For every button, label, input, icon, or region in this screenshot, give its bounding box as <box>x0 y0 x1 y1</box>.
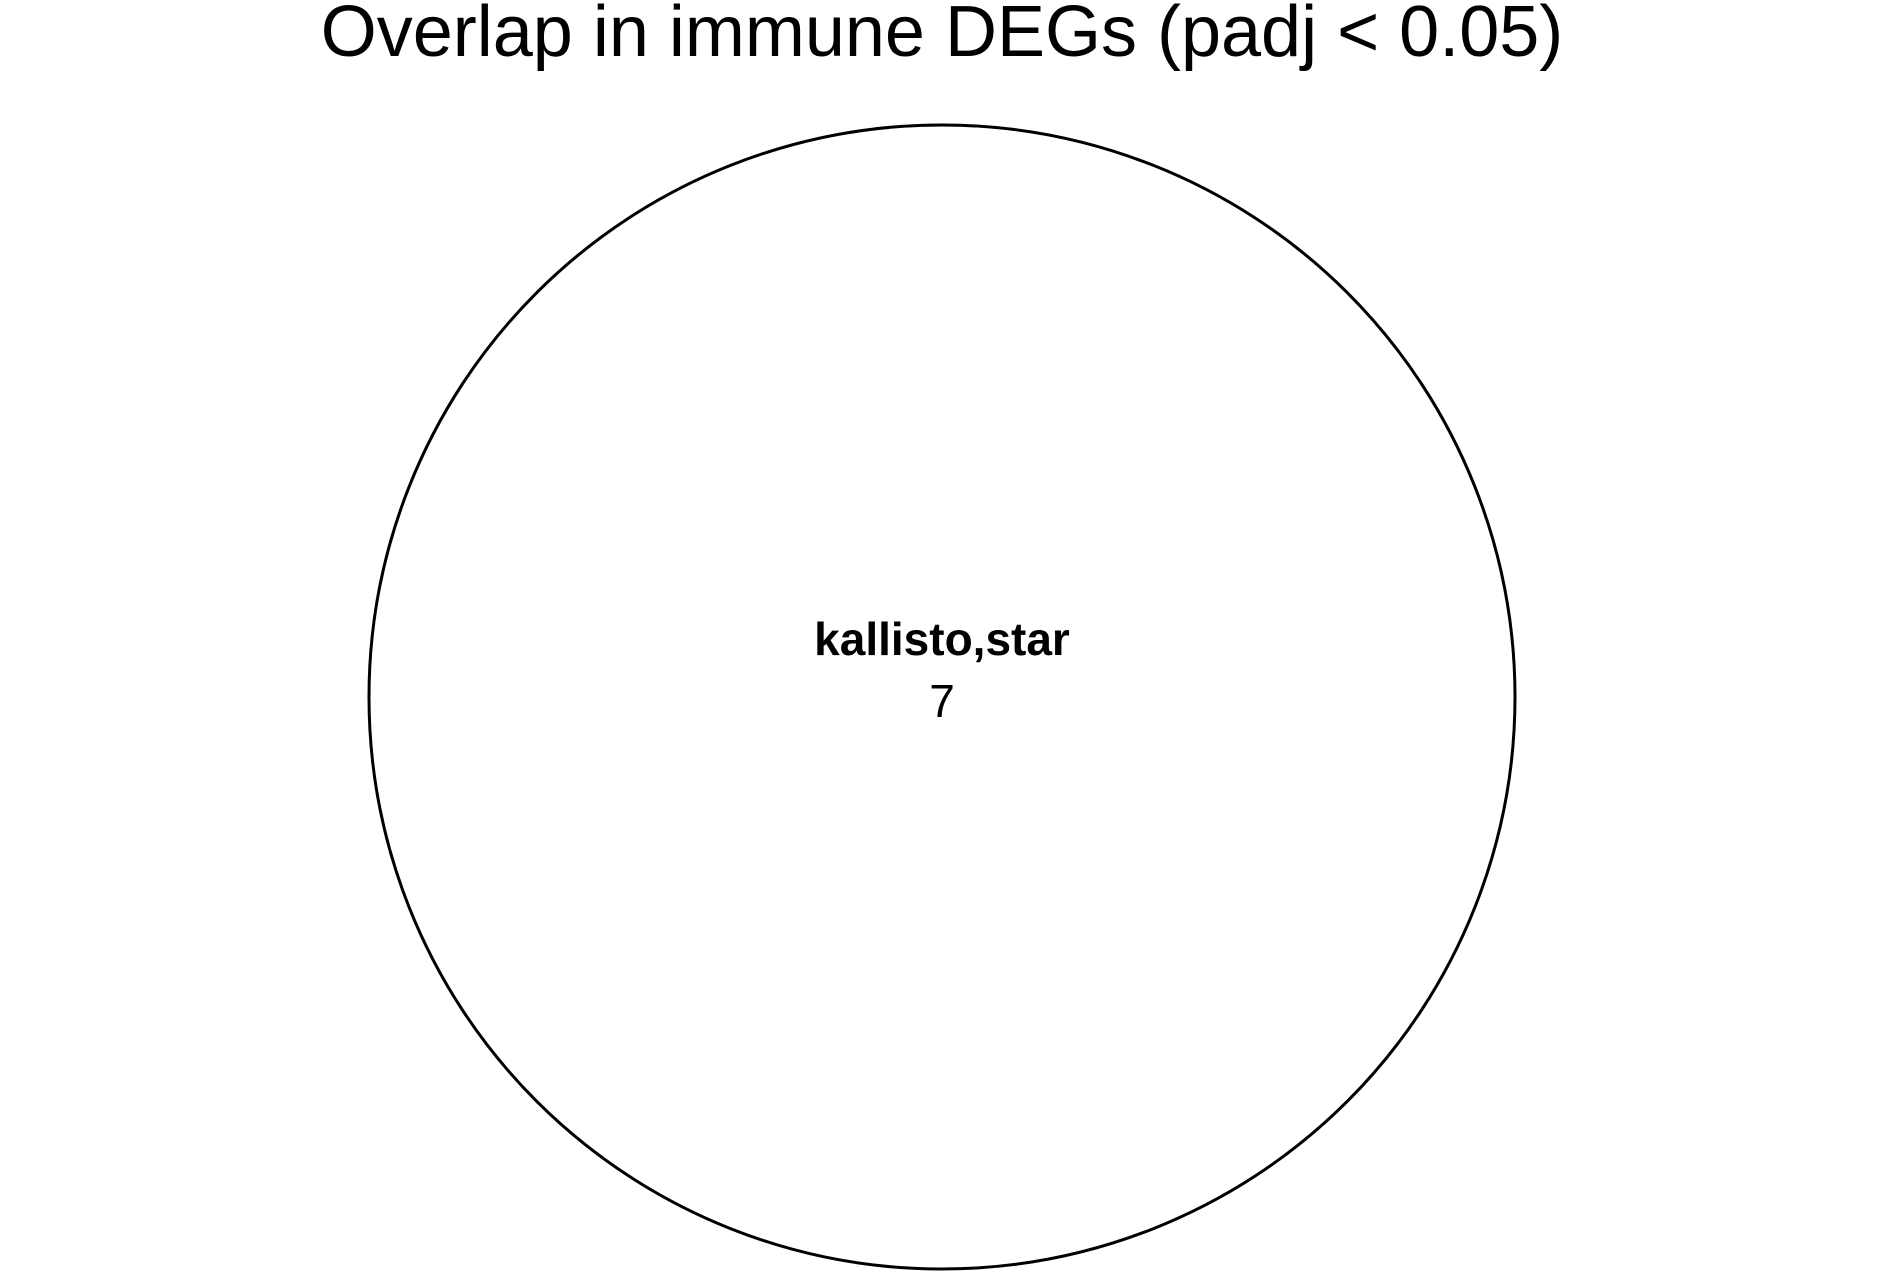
region-count: 7 <box>929 675 955 727</box>
chart-title: Overlap in immune DEGs (padj < 0.05) <box>321 0 1564 72</box>
venn-circle <box>367 123 1517 1271</box>
region-label: kallisto,star <box>814 613 1070 665</box>
